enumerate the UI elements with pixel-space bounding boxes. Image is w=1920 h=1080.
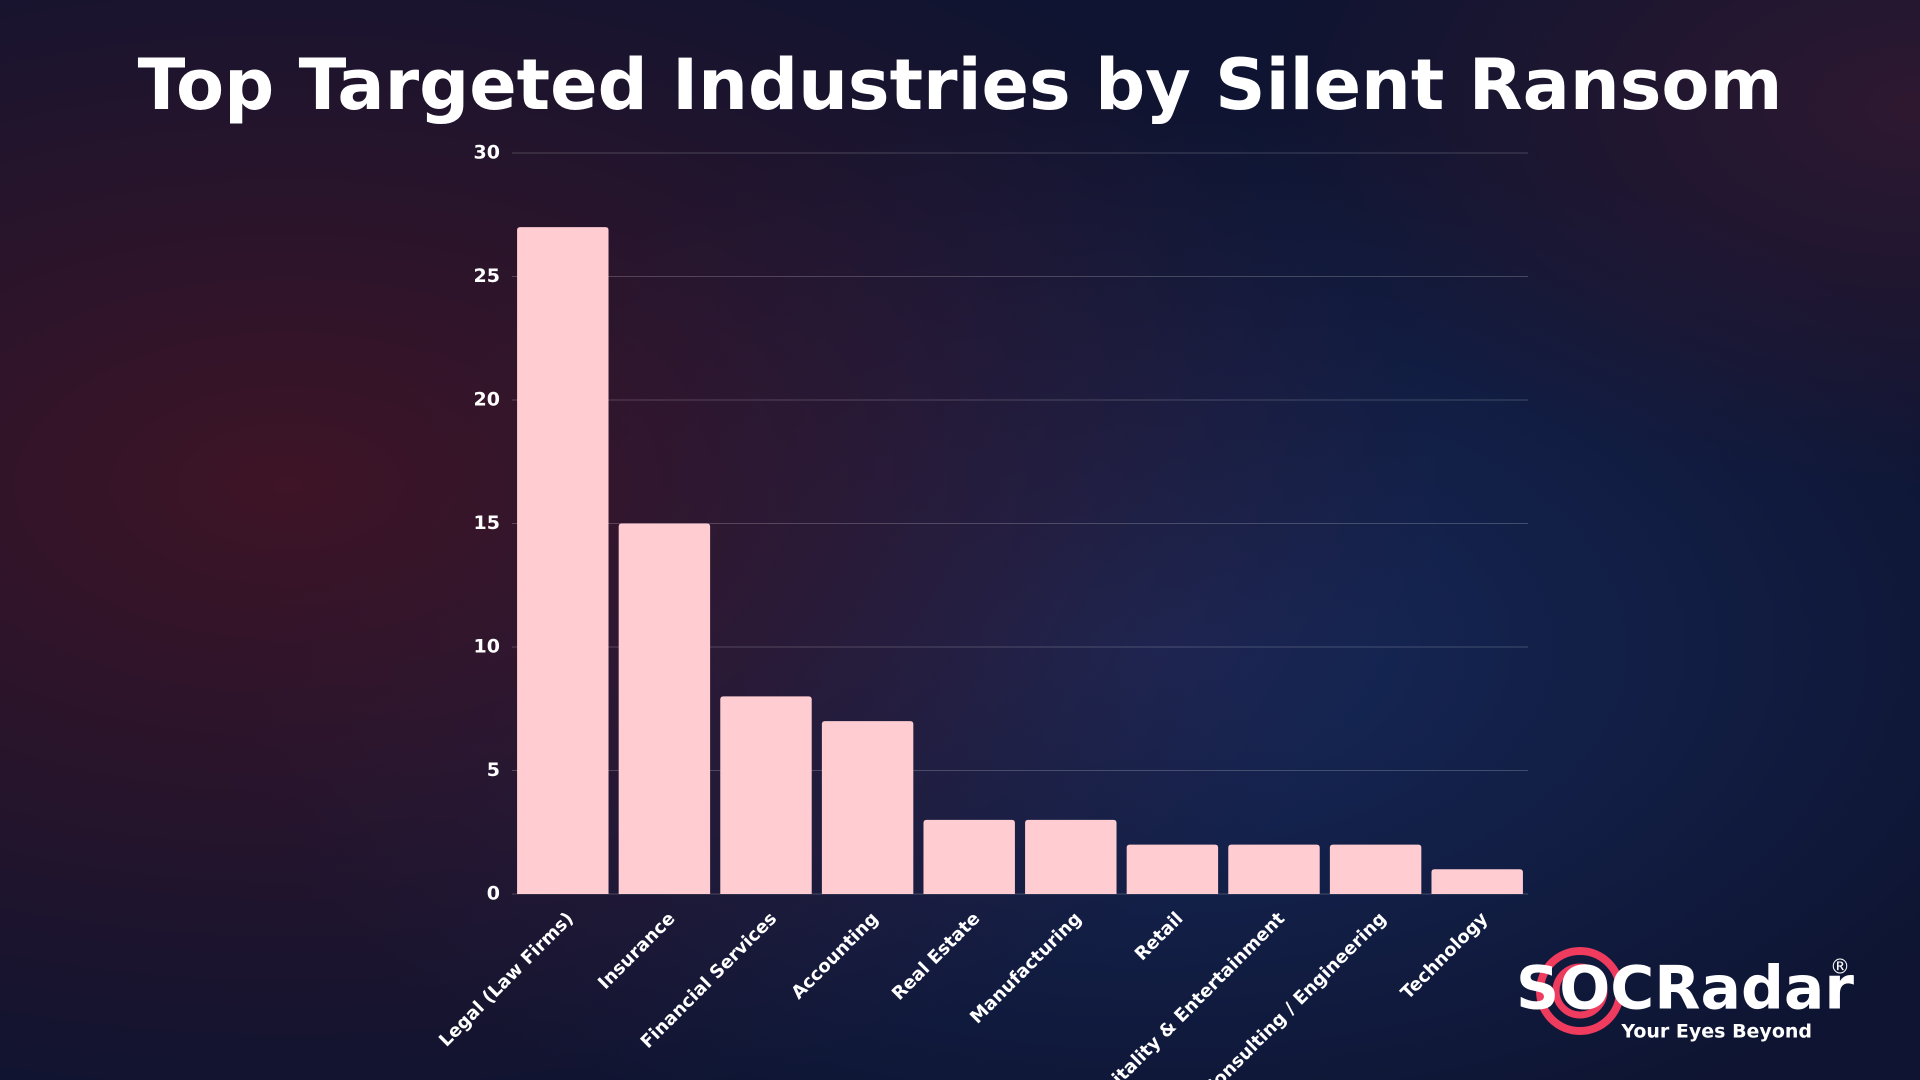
logo-ring: [1552, 963, 1608, 1019]
y-tick-label: 10: [474, 636, 500, 658]
y-tick-label: 30: [474, 142, 500, 164]
y-tick-label: 5: [487, 759, 500, 781]
chart-title: Top Targeted Industries by Silent Ransom: [138, 44, 1783, 126]
logo-tagline: Your Eyes Beyond: [1620, 1021, 1812, 1043]
bar: [720, 696, 812, 894]
y-tick-label: 25: [474, 265, 500, 287]
y-tick-label: 0: [487, 883, 500, 905]
bar: [1228, 844, 1320, 894]
bar: [517, 227, 609, 895]
bar: [1025, 819, 1117, 894]
bar: [1126, 844, 1219, 894]
logo: SOCRadar ® Your Eyes Beyond: [1516, 947, 1854, 1043]
bar: [618, 523, 711, 894]
bar: [923, 819, 1015, 894]
y-tick-label: 20: [474, 389, 500, 411]
bar: [1431, 869, 1523, 894]
bar: [1329, 844, 1422, 894]
bar: [821, 721, 914, 894]
logo-ring: [1536, 947, 1624, 1035]
y-tick-label: 15: [474, 512, 500, 534]
logo-name: SOCRadar: [1516, 954, 1854, 1024]
logo-mark: ®: [1830, 955, 1850, 979]
